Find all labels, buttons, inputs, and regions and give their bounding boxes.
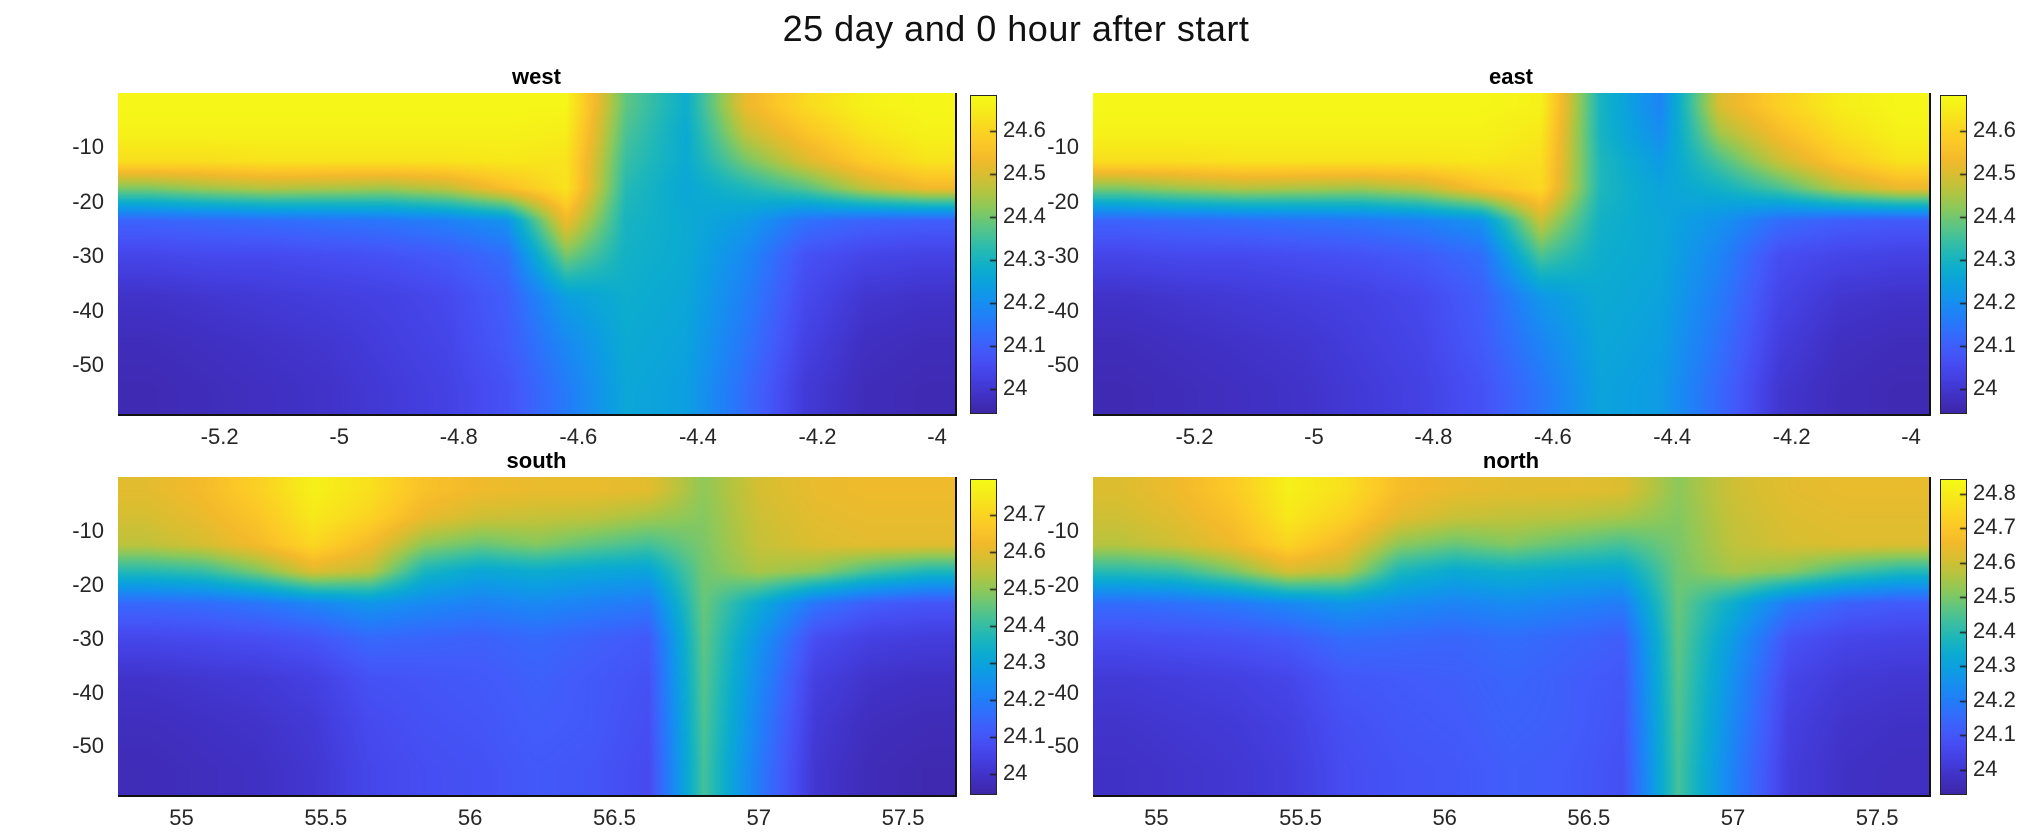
colorbar-tick-label: 24.1 [1973, 721, 2016, 747]
y-tick-label: -50 [72, 733, 104, 759]
x-tick-label: 55 [1144, 805, 1169, 830]
x-tick-label: -4 [927, 424, 947, 449]
colorbar-tick-label: 24.2 [1003, 289, 1046, 315]
subplot-title-west: west [512, 64, 561, 89]
colorbar-tick-label: 24.5 [1973, 159, 2016, 185]
y-tick-label: -40 [1047, 679, 1079, 705]
y-tick-label: -50 [72, 352, 104, 378]
y-tick-label: -20 [1047, 571, 1079, 597]
colorbar-tick-label: 24 [1973, 755, 1998, 781]
subplot-title-north: north [1482, 448, 1540, 473]
x-tick-label: -4.6 [1533, 424, 1572, 449]
x-tick-label: -4 [1901, 424, 1921, 449]
y-tick-label: -40 [72, 297, 104, 323]
y-tick-label: -10 [1047, 134, 1079, 160]
colorbar-tick-label: 24 [1003, 375, 1028, 401]
south-colorbar-canvas [970, 479, 997, 795]
colorbar-tick-label: 24.4 [1973, 202, 2016, 228]
colorbar-tick-label: 24.1 [1003, 332, 1046, 358]
colorbar-tick-label: 24.5 [1003, 159, 1046, 185]
colorbar-tick-label: 24.5 [1973, 583, 2016, 609]
colorbar-tick-label: 24.4 [1003, 612, 1046, 638]
y-tick-label: -30 [72, 625, 104, 651]
colorbar-tick-label: 24.7 [1973, 514, 2016, 540]
x-tick-label: -5.2 [200, 424, 239, 449]
x-tick-label: 57 [1720, 805, 1746, 830]
x-tick-label: 56.5 [593, 805, 636, 830]
y-tick-label: -40 [1047, 297, 1079, 323]
subplot-title-east: east [1488, 64, 1534, 89]
x-tick-label: -5.2 [1175, 424, 1214, 449]
colorbar-tick-label: 24.7 [1003, 501, 1046, 527]
x-tick-label: 57.5 [881, 805, 925, 830]
west-colorbar-canvas [970, 95, 997, 414]
y-tick-label: -30 [1047, 243, 1079, 269]
x-tick-label: -4.8 [1414, 424, 1453, 449]
north-colorbar-canvas [1940, 479, 1967, 795]
x-tick-label: -4.4 [678, 424, 717, 449]
colorbar-tick-label: 24.1 [1003, 723, 1046, 749]
north-heatmap-canvas [1093, 477, 1931, 797]
colorbar-tick-label: 24.6 [1973, 548, 2016, 574]
y-tick-label: -10 [1047, 517, 1079, 543]
colorbar-tick-label: 24.8 [1973, 479, 2016, 505]
y-tick-label: -30 [1047, 625, 1079, 651]
colorbar-tick-label: 24.2 [1973, 289, 2016, 315]
y-tick-label: -50 [1047, 733, 1079, 759]
x-tick-label: 56 [457, 805, 483, 830]
x-tick-label: 56 [1432, 805, 1457, 830]
y-tick-label: -10 [72, 517, 104, 543]
x-tick-label: 55.5 [1279, 805, 1322, 830]
x-tick-label: -5 [329, 424, 349, 449]
x-tick-label: 57 [746, 805, 771, 830]
west-heatmap-canvas [118, 93, 957, 416]
figure-title: 25 day and 0 hour after start [782, 8, 1250, 49]
colorbar-tick-label: 24.3 [1973, 245, 2016, 271]
x-tick-label: -4.2 [1772, 424, 1811, 449]
x-tick-label: 55 [169, 805, 194, 830]
east-heatmap-canvas [1093, 93, 1931, 416]
x-tick-label: -4.4 [1653, 424, 1692, 449]
colorbar-tick-label: 24.6 [1973, 116, 2016, 142]
x-tick-label: -4.8 [439, 424, 478, 449]
colorbar-tick-label: 24.1 [1973, 332, 2016, 358]
colorbar-tick-label: 24.6 [1003, 116, 1046, 142]
east-colorbar-canvas [1940, 95, 1967, 414]
colorbar-tick-label: 24 [1973, 375, 1998, 401]
colorbar-tick-label: 24.2 [1003, 686, 1046, 712]
x-tick-label: 56.5 [1567, 805, 1611, 830]
colorbar-tick-label: 24.2 [1973, 686, 2016, 712]
subplot-title-south: south [506, 448, 567, 473]
colorbar-tick-label: 24.3 [1973, 652, 2016, 678]
x-tick-label: 55.5 [304, 805, 348, 830]
x-tick-label: 57.5 [1855, 805, 1899, 830]
colorbar-tick-label: 24 [1003, 760, 1028, 786]
y-tick-label: -20 [72, 188, 104, 214]
y-tick-label: -20 [72, 571, 104, 597]
y-tick-label: -20 [1047, 188, 1079, 214]
x-tick-label: -5 [1304, 424, 1324, 449]
y-tick-label: -50 [1047, 352, 1079, 378]
y-tick-label: -40 [72, 679, 104, 705]
x-tick-label: -4.6 [559, 424, 598, 449]
x-tick-label: -4.2 [798, 424, 837, 449]
south-heatmap-canvas [118, 477, 957, 797]
colorbar-tick-label: 24.4 [1973, 617, 2016, 643]
colorbar-tick-label: 24.4 [1003, 202, 1046, 228]
y-tick-label: -30 [72, 243, 104, 269]
colorbar-tick-label: 24.3 [1003, 245, 1046, 271]
colorbar-tick-label: 24.5 [1003, 575, 1046, 601]
colorbar-tick-label: 24.6 [1003, 538, 1046, 564]
colorbar-tick-label: 24.3 [1003, 649, 1046, 675]
y-tick-label: -10 [72, 134, 104, 160]
